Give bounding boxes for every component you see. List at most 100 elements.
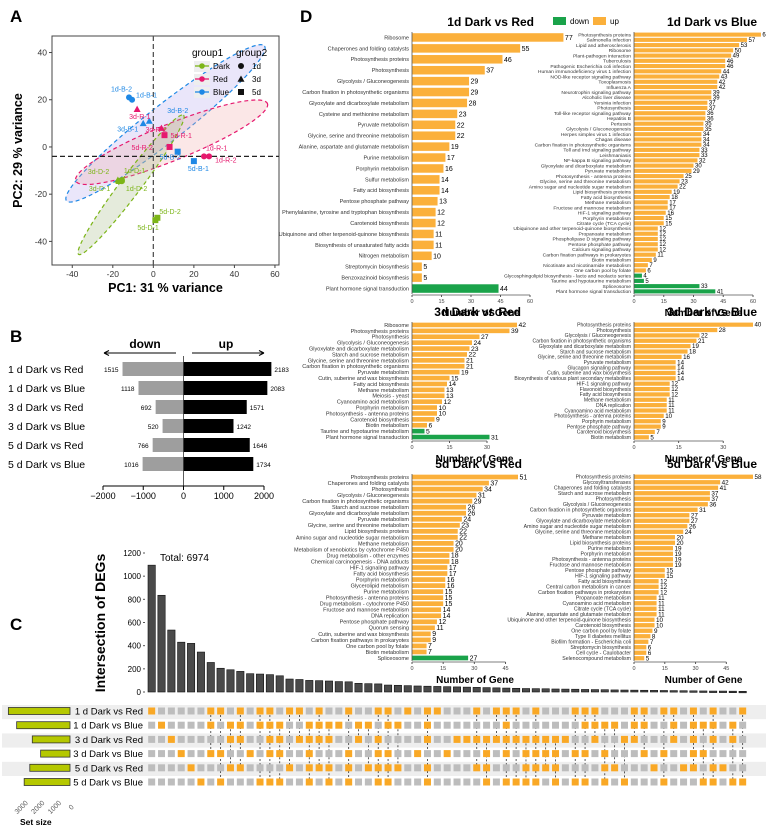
category-label: 1 d Dark vs Red: [8, 364, 83, 376]
bar-value: 23: [461, 523, 469, 530]
bar-value-down: 692: [141, 405, 152, 412]
pathway-label: Chemical carcinogenesis - DNA adducts: [311, 559, 409, 565]
matrix-dot-active: [423, 735, 431, 743]
intersection-bar: [265, 674, 274, 693]
pathway-label: Pyruvate metabolism: [358, 123, 410, 129]
bar-value: 19: [674, 545, 682, 552]
matrix-dot-inactive: [739, 721, 747, 729]
legend-key-up: [593, 17, 606, 25]
bar-up: [412, 381, 447, 387]
bar-value: 19: [692, 343, 699, 350]
matrix-dot-active: [345, 707, 353, 715]
matrix-dot-inactive: [355, 764, 363, 772]
point-label: 5d-D-1: [137, 225, 159, 232]
bar-value-down: 766: [138, 443, 149, 450]
x-tick-label: 0: [632, 666, 635, 672]
pathway-label: Glyoxylate and dicarboxylate metabolism: [309, 101, 409, 107]
bar-value: 19: [674, 562, 682, 569]
matrix-dot-inactive: [295, 750, 303, 758]
bar-value: 26: [468, 511, 476, 518]
matrix-dot-inactive: [453, 750, 461, 758]
bar-value: 12: [437, 210, 445, 217]
bar-up: [412, 510, 467, 516]
matrix-dot-inactive: [433, 735, 441, 743]
x-axis-label: Number of Gene: [665, 454, 743, 465]
bar-up: [412, 619, 437, 625]
bar-value: 19: [674, 551, 682, 558]
matrix-dot-inactive: [561, 764, 569, 772]
matrix-dot-active: [542, 764, 550, 772]
x-tick-label: 45: [723, 666, 729, 672]
pathway-label: Ubiquinone and other terpenoid-quinone b…: [507, 618, 631, 624]
bar-value: 33: [701, 148, 708, 154]
set-size-bar: [31, 735, 71, 744]
pathway-label: Glycolysis / Gluconeogenesis: [337, 341, 409, 347]
matrix-dot-inactive: [226, 778, 234, 786]
point-label: 3d-B-2: [167, 108, 188, 115]
bar-value: 42: [722, 479, 730, 486]
bar-up: [412, 363, 465, 369]
intersection-bar: [403, 685, 412, 693]
matrix-dot-inactive: [561, 750, 569, 758]
set-size-bar: [23, 778, 71, 786]
pca-legend: group1 group2 Dark Red Blue 1d 3d 5d: [192, 48, 268, 98]
matrix-dot-inactive: [364, 750, 372, 758]
arrow-right-icon: [192, 350, 265, 356]
bar-up: [634, 37, 748, 42]
x-tick-label: 0: [632, 299, 635, 305]
matrix-dot-active: [601, 764, 609, 772]
pathway-label: Lipid biosynthesis proteins: [573, 190, 632, 196]
matrix-dot-active: [670, 721, 678, 729]
bar-value: 42: [519, 322, 527, 329]
bar-value: 20: [455, 547, 463, 554]
y-tick-label: 400: [128, 642, 142, 651]
bar-value: 12: [671, 386, 678, 393]
bar-up: [412, 334, 480, 340]
bar-value: 15: [666, 573, 674, 580]
pathway-label: Chaperones and folding catalysts: [554, 486, 632, 492]
bar-up: [634, 424, 661, 429]
bar-up: [634, 333, 700, 338]
bar-value: 18: [451, 553, 459, 560]
bar-up: [412, 352, 467, 357]
pathway-label: One carbon pool by folate: [346, 644, 409, 650]
bar-up: [412, 44, 521, 53]
bar-value: 6: [648, 650, 652, 657]
matrix-dot-active: [207, 707, 215, 715]
matrix-dot-active: [611, 721, 619, 729]
matrix-dot-active: [611, 764, 619, 772]
matrix-dot-inactive: [207, 735, 215, 743]
matrix-dot-active: [423, 707, 431, 715]
matrix-dot-inactive: [158, 750, 166, 758]
pathway-label: Sulfur metabolism: [365, 177, 409, 183]
pathway-label: Taurine and hypotaurine metabolism: [320, 429, 409, 435]
bar-value: 19: [461, 369, 469, 376]
matrix-dot-inactive: [148, 778, 156, 786]
matrix-dot-active: [522, 735, 530, 743]
bar-up: [634, 344, 691, 349]
bar-value: 9: [654, 628, 658, 635]
pathway-label: Ribosome: [384, 323, 409, 329]
matrix-dot-inactive: [276, 707, 284, 715]
intersection-bar: [187, 643, 196, 693]
bar-value: 17: [447, 155, 455, 162]
x-tick-label: 30: [468, 299, 474, 305]
bar-value-up: 2183: [274, 367, 289, 374]
bar-value: 22: [679, 185, 686, 191]
matrix-dot-active: [276, 778, 284, 786]
pathway-label: Cysteine and methionine metabolism: [319, 112, 410, 118]
bar-value: 11: [435, 231, 442, 238]
matrix-dot-active: [423, 764, 431, 772]
matrix-dot-inactive: [699, 735, 707, 743]
matrix-dot-inactive: [453, 721, 461, 729]
bar-value: 22: [459, 535, 467, 542]
chart-title: 1d Dark vs Red: [447, 15, 534, 29]
pathway-label: Biotin metabolism: [366, 650, 410, 656]
bar-up: [412, 480, 489, 486]
intersection-bar: [453, 686, 462, 693]
pathway-label: Photosynthesis: [372, 487, 410, 493]
bar-up: [634, 210, 666, 215]
matrix-dot-active: [384, 764, 392, 772]
matrix-dot-active: [246, 750, 254, 758]
bar-value: 36: [709, 501, 717, 508]
